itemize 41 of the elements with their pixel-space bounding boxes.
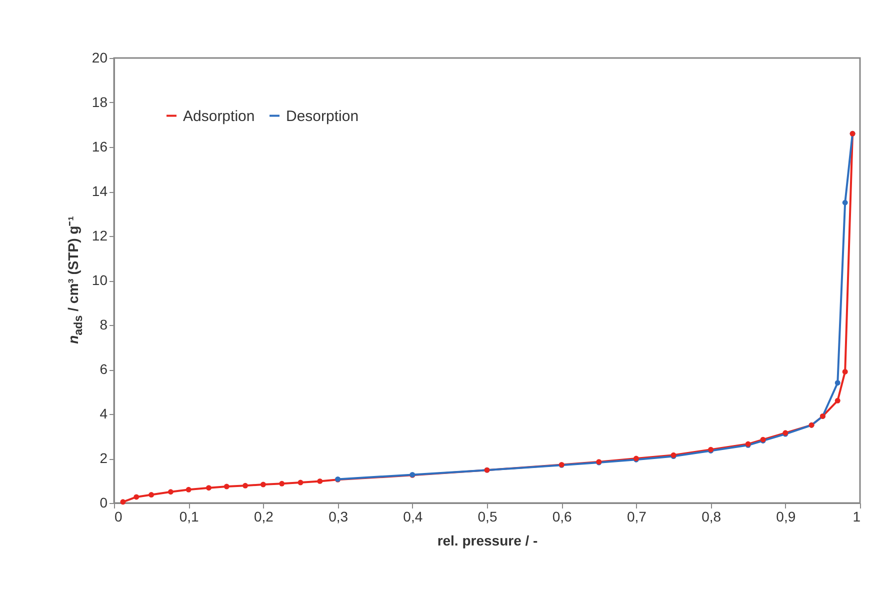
y-tick-label: 12 bbox=[92, 228, 108, 244]
x-tick-label: 0 bbox=[114, 508, 122, 524]
legend-label: Adsorption bbox=[183, 108, 255, 125]
x-tick-label: 0,2 bbox=[254, 508, 274, 524]
y-tick-label: 14 bbox=[92, 183, 108, 199]
x-tick-label: 0,5 bbox=[478, 508, 498, 524]
point bbox=[834, 398, 840, 404]
point bbox=[186, 486, 192, 492]
point bbox=[834, 380, 840, 386]
x-axis-title: rel. pressure / - bbox=[437, 532, 538, 548]
y-tick-label: 16 bbox=[92, 138, 108, 154]
x-tick-label: 0,3 bbox=[328, 508, 348, 524]
x-tick-label: 0,1 bbox=[179, 508, 200, 524]
x-tick-label: 1 bbox=[852, 508, 861, 524]
y-tick-label: 8 bbox=[100, 316, 108, 332]
point bbox=[298, 480, 304, 486]
point bbox=[260, 482, 266, 488]
point bbox=[317, 478, 323, 484]
point bbox=[206, 485, 212, 491]
y-tick-label: 18 bbox=[92, 94, 108, 110]
y-tick-label: 4 bbox=[100, 406, 108, 422]
point bbox=[842, 200, 848, 206]
point bbox=[842, 368, 848, 374]
point bbox=[120, 499, 126, 505]
x-tick-label: 0,9 bbox=[776, 508, 796, 524]
y-tick-label: 2 bbox=[100, 450, 108, 466]
x-tick-label: 0,7 bbox=[626, 508, 647, 524]
point bbox=[242, 482, 248, 488]
x-tick-label: 0,8 bbox=[702, 508, 722, 524]
y-tick-label: 20 bbox=[92, 50, 108, 66]
point bbox=[224, 484, 230, 490]
point bbox=[279, 480, 285, 486]
legend-label: Desorption bbox=[286, 108, 359, 125]
y-tick-label: 6 bbox=[100, 361, 108, 377]
point bbox=[134, 494, 140, 500]
point bbox=[168, 489, 174, 495]
point bbox=[148, 492, 154, 498]
x-tick-label: 0,4 bbox=[403, 508, 423, 524]
y-tick-label: 0 bbox=[100, 494, 108, 510]
y-tick-label: 10 bbox=[92, 272, 108, 288]
x-tick-label: 0,6 bbox=[552, 508, 572, 524]
